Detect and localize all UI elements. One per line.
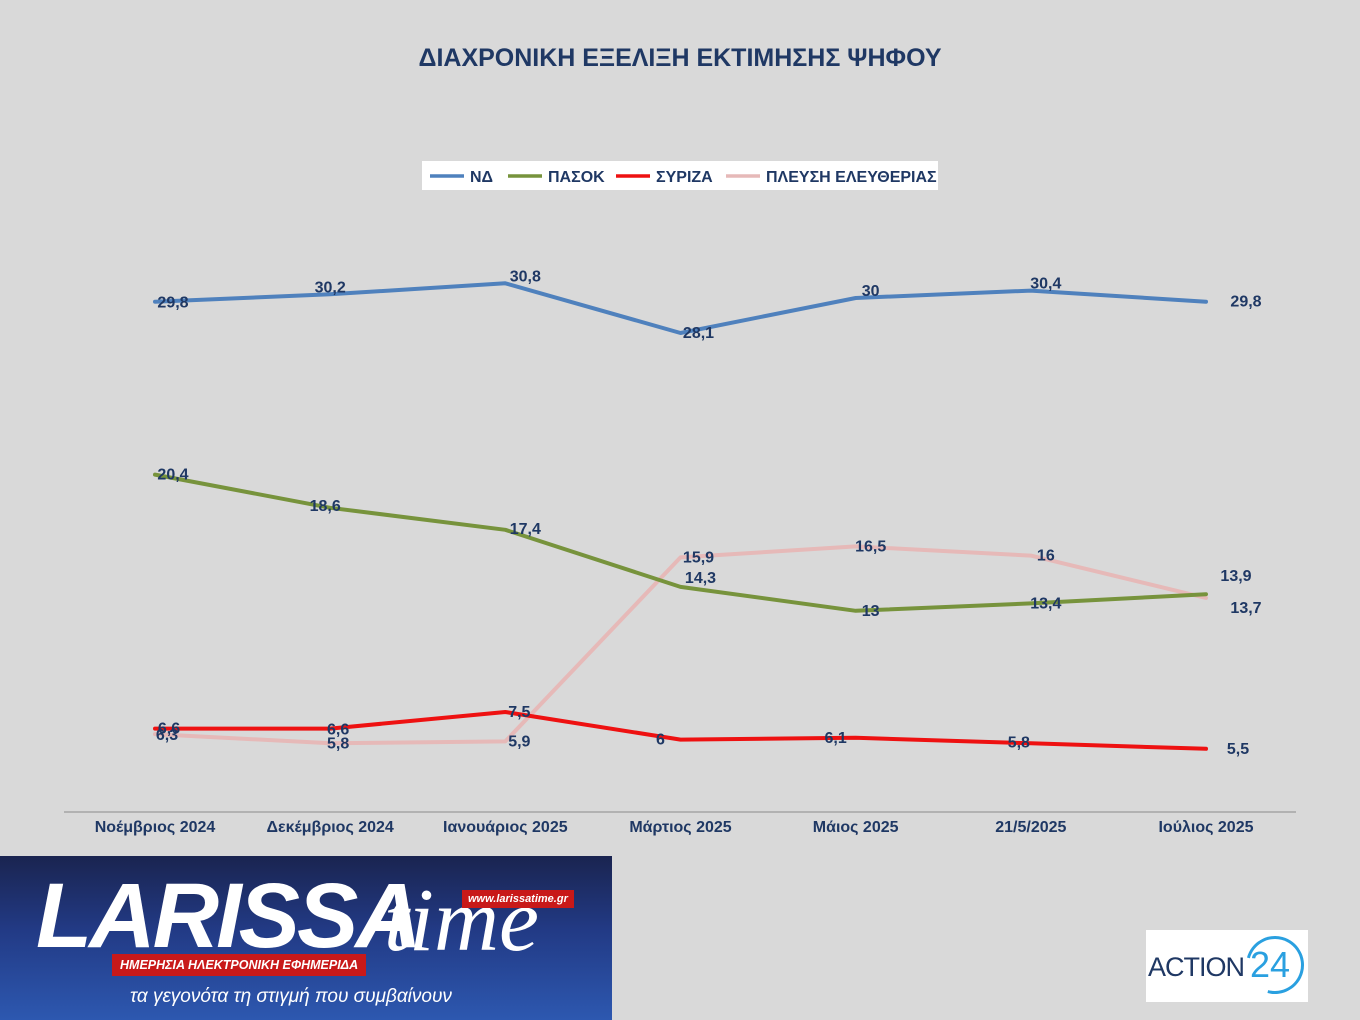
data-label: 5,8 [327, 735, 349, 752]
data-labels: 29,8 30,2 30,8 28,1 30 30,4 29,8 20,4 18,6 17,4 14… [156, 268, 1262, 758]
legend: ΝΔ ΠΑΣΟΚ ΣΥΡΙΖΑ ΠΛΕΥΣΗ ΕΛΕΥΘΕΡΙΑΣ [430, 169, 937, 186]
x-tick-label: Δεκέμβριος 2024 [267, 819, 394, 836]
x-tick-label: Ιανουάριος 2025 [443, 819, 568, 836]
data-label: 18,6 [310, 498, 341, 515]
series-line [153, 544, 1208, 746]
data-label: 7,5 [508, 704, 530, 721]
data-label: 30,2 [315, 279, 346, 296]
x-axis-ticks: Νοέμβριος 2024 Δεκέμβριος 2024 Ιανουάριος … [95, 819, 1254, 836]
data-label: 30,8 [510, 268, 541, 285]
data-label: 29,8 [1230, 294, 1261, 311]
data-label: 14,3 [685, 570, 716, 587]
x-tick-label: Μάρτιος 2025 [629, 819, 731, 836]
series-line [153, 710, 1208, 751]
series-line [153, 281, 1208, 335]
data-label: 17,4 [510, 521, 541, 538]
data-label: 20,4 [157, 467, 188, 484]
data-label: 13,4 [1030, 595, 1061, 612]
larissatime-logo: LARISSA time www.larissatime.gr ΗΜΕΡΗΣΙΑ… [0, 856, 612, 1020]
data-label: 13 [862, 603, 880, 620]
action-wordmark: ACTION [1148, 952, 1245, 982]
action-number: 24 [1250, 944, 1291, 985]
legend-label: ΠΑΣΟΚ [548, 169, 605, 186]
data-label: 16,5 [855, 538, 886, 555]
x-tick-label: Μάιος 2025 [813, 819, 899, 836]
data-label: 6,6 [158, 721, 180, 738]
larissa-wordmark: LARISSA [36, 865, 422, 967]
data-label: 5,9 [508, 733, 530, 750]
series-line [153, 472, 1208, 613]
larissatime-subtitle: ΗΜΕΡΗΣΙΑ ΗΛΕΚΤΡΟΝΙΚΗ ΕΦΗΜΕΡΙΔΑ [112, 954, 367, 976]
data-label: 30,4 [1030, 276, 1061, 293]
data-label: 16 [1037, 548, 1055, 565]
x-tick-label: Ιούλιος 2025 [1158, 819, 1253, 836]
larissatime-url: www.larissatime.gr [462, 890, 574, 908]
data-label: 5,5 [1227, 741, 1249, 758]
data-label: 30 [862, 283, 880, 300]
data-label: 28,1 [683, 325, 714, 342]
legend-label: ΣΥΡΙΖΑ [656, 169, 713, 186]
data-label: 15,9 [683, 549, 714, 566]
legend-label: ΠΛΕΥΣΗ ΕΛΕΥΘΕΡΙΑΣ [766, 169, 937, 186]
x-tick-label: Νοέμβριος 2024 [95, 819, 216, 836]
data-label: 6 [656, 732, 665, 749]
data-label: 29,8 [157, 295, 188, 312]
data-label: 13,9 [1220, 568, 1251, 585]
data-label: 6,1 [825, 730, 847, 747]
chart-title: ΔΙΑΧΡΟΝΙΚΗ ΕΞΕΛΙΞΗ ΕΚΤΙΜΗΣΗΣ ΨΗΦΟΥ [418, 44, 941, 72]
x-tick-label: 21/5/2025 [995, 819, 1066, 836]
action24-logo: ACTION 24 [1146, 925, 1315, 1005]
legend-label: ΝΔ [470, 169, 493, 186]
data-label: 5,8 [1008, 734, 1030, 751]
larissatime-tagline: τα γεγονότα τη στιγμή που συμβαίνουν [130, 986, 452, 1007]
data-label: 13,7 [1230, 600, 1261, 617]
series-lines [153, 281, 1208, 751]
data-label: 6,3 [156, 727, 178, 744]
data-label: 6,6 [327, 722, 349, 739]
